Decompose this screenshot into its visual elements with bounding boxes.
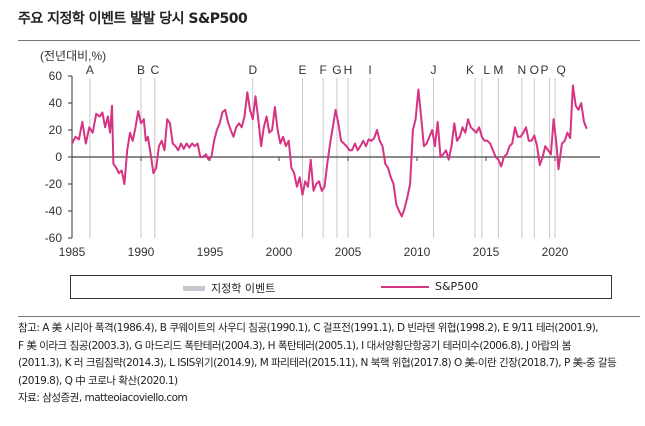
legend-label-sp500: S&P500 [435,280,479,293]
y-tick-label: -40 [45,204,63,218]
event-label: P [540,63,548,77]
note-line: F 美 이라크 침공(2003.3), G 마드리드 폭탄테러(2004.3),… [18,339,571,352]
legend-swatch-events [183,285,205,291]
x-tick-label: 2020 [542,245,569,259]
note-line: (2019.8), Q 中 코로나 확산(2020.1) [18,374,178,387]
event-label: I [368,63,371,77]
event-label: A [86,63,94,77]
event-label: F [319,63,326,77]
event-label: D [248,63,257,77]
series-line-sp500 [71,84,588,218]
chart-title: 주요 지정학 이벤트 발발 당시 S&P500 [18,11,248,27]
y-tick-label: 20 [49,123,63,137]
y-tick-label: -20 [45,177,63,191]
event-label: C [150,63,159,77]
event-label: M [493,63,503,77]
event-label: H [344,63,353,77]
legend-item-events: 지정학 이벤트 [183,280,275,296]
event-label: N [518,63,527,77]
event-label: O [530,63,539,77]
line-chart: (전년대비,%)A B C D E F G H I J K L M N O P Q 60 40 20 0 -20 -40 -6… [40,49,600,259]
event-label: K [466,63,474,77]
event-label: Q [557,63,566,77]
x-tick-label: 2010 [404,245,431,259]
y-tick-label: -60 [45,231,63,245]
x-tick-label: 2015 [473,245,500,259]
event-label: L [483,63,490,77]
notes: 참고: A 美 시리아 폭격(1986.4), B 쿠웨이트의 사우디 침공(1… [18,320,633,408]
note-line: (2011.3), K 러 크림침략(2014.3), L ISIS위기(201… [18,357,617,369]
y-tick-label: 0 [55,150,62,164]
notes-divider [18,316,640,317]
legend-item-sp500: S&P500 [381,280,478,293]
y-tick-label: 40 [49,96,63,110]
x-tick-label: 1985 [59,245,86,259]
title-divider [18,40,640,41]
event-label: J [431,63,437,77]
legend-swatch-sp500 [381,285,429,288]
x-tick-label: 2005 [335,245,362,259]
y-axis-label: (전년대비,%) [40,49,106,63]
event-label: G [332,63,341,77]
source-line: 자료: 삼성증권, matteoiacoviello.com [18,392,188,404]
event-label: E [298,63,306,77]
y-tick-label: 60 [49,69,63,83]
x-tick-label: 1995 [197,245,224,259]
note-line: 참고: A 美 시리아 폭격(1986.4), B 쿠웨이트의 사우디 침공(1… [18,322,599,334]
legend-label-events: 지정학 이벤트 [211,282,276,295]
event-label: B [137,63,145,77]
x-tick-label: 1990 [128,245,155,259]
legend: 지정학 이벤트 S&P500 [70,275,612,299]
x-tick-label: 2000 [266,245,293,259]
